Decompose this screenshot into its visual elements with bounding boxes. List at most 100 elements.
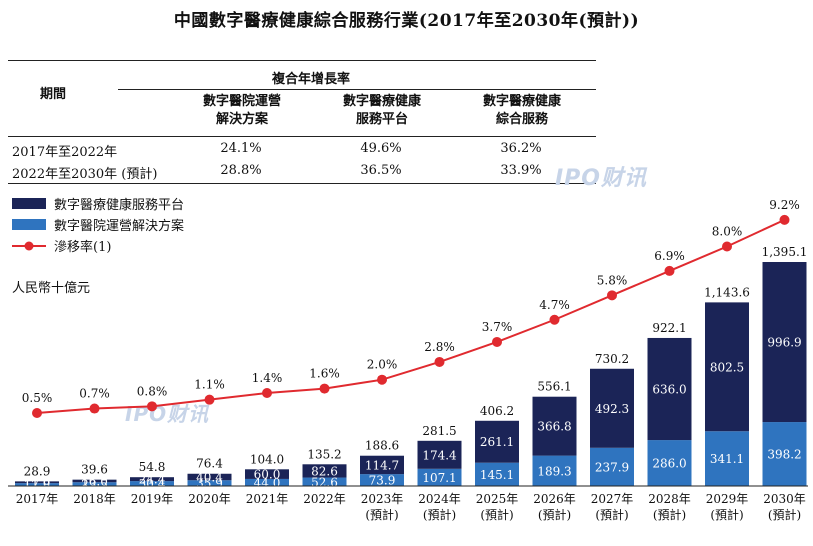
penetration-point (319, 383, 330, 394)
penetration-point (607, 290, 617, 301)
penetration-point (664, 265, 675, 276)
data-label-platform: 802.5 (710, 360, 744, 374)
penetration-label: 1.4% (252, 371, 283, 385)
penetration-label: 1.6% (309, 367, 340, 381)
bar-hospital (187, 480, 232, 486)
data-label-platform: 174.4 (422, 448, 457, 462)
bar-hospital (15, 483, 59, 486)
data-label-hospital: 286.0 (652, 457, 686, 471)
data-label-platform: 24.4 (139, 473, 166, 487)
bar-platform (590, 368, 634, 448)
penetration-point (779, 214, 790, 225)
penetration-point (377, 374, 387, 385)
unit-label: 人民幣十億元 (12, 281, 91, 296)
penetration-label: 3.7% (482, 320, 513, 334)
data-label-total: 556.1 (537, 380, 571, 394)
penetration-point (204, 394, 215, 405)
legend-line-marker (12, 241, 46, 250)
data-label-hospital: 341.1 (710, 452, 744, 466)
bar-platform (532, 396, 577, 456)
penetration-label: 0.7% (79, 387, 110, 401)
penetration-label: 4.7% (539, 298, 570, 312)
legend-swatch (12, 198, 46, 209)
x-tick-label: 2025年 (476, 492, 519, 506)
data-label-total: 281.5 (422, 424, 456, 438)
table-top-rule (8, 60, 596, 61)
cagr-cell: 24.1% (220, 141, 262, 156)
data-label-platform: 996.9 (767, 336, 801, 350)
data-label-total: 135.2 (307, 447, 341, 461)
data-label-hospital: 35.9 (196, 477, 223, 491)
bar-platform (15, 481, 59, 484)
cagr-cell: 49.6% (360, 141, 402, 156)
data-label-platform: 40.4 (196, 470, 223, 484)
legend-label: 數字醫院運營解決方案 (54, 219, 185, 234)
bar-hospital (705, 431, 749, 486)
row-period: 2017年至2022年 (12, 145, 118, 160)
col-header-line: 數字醫療健康 (482, 94, 561, 109)
col-header-platform: 數字醫療健康 服務平台 (322, 93, 442, 129)
x-tick-label: 2027年 (591, 492, 634, 506)
bar-hospital (302, 477, 347, 486)
penetration-label: 1.1% (194, 378, 225, 392)
data-label-platform: 366.8 (537, 420, 571, 434)
bar-platform (762, 262, 807, 423)
row-period: 2022年至2030年 (預計) (12, 167, 158, 182)
bar-platform (705, 302, 749, 432)
penetration-point (89, 403, 100, 414)
bar-platform (647, 337, 692, 441)
legend-label: 滲移率(1) (54, 240, 112, 255)
bar-hospital (360, 474, 404, 486)
bar-platform (302, 464, 347, 478)
penetration-point (492, 336, 502, 347)
cagr-cell: 36.2% (500, 141, 542, 156)
x-tick-sublabel: (預計) (365, 507, 398, 522)
data-label-total: 28.9 (24, 464, 51, 478)
penetration-label: 8.0% (712, 225, 743, 239)
x-tick-label: 2023年 (361, 492, 404, 506)
data-label-hospital: 17.8 (24, 478, 51, 492)
data-label-platform: 60.0 (254, 468, 281, 482)
bar-platform (475, 420, 519, 463)
data-label-total: 76.4 (196, 457, 223, 471)
cagr-cell: 28.8% (220, 163, 262, 178)
x-tick-sublabel: (預計) (480, 507, 513, 522)
x-tick-label: 2028年 (648, 492, 691, 506)
penetration-point (32, 408, 42, 418)
chart-title: 中國數字醫療健康綜合服務行業(2017年至2030年(預計)) (173, 11, 640, 31)
x-tick-label: 2019年 (131, 492, 174, 506)
col-header-hospital: 數字醫院運營 解決方案 (182, 93, 302, 129)
x-tick-sublabel: (預計) (538, 507, 571, 522)
data-label-total: 54.8 (139, 460, 166, 474)
data-label-total: 922.1 (652, 321, 686, 335)
table-header-rule (8, 136, 596, 137)
cagr-cell: 36.5% (360, 163, 402, 178)
x-tick-label: 2021年 (246, 492, 289, 506)
watermark-logo: IPO财讯 (555, 166, 648, 191)
bar-hospital (72, 482, 117, 486)
col-header-line: 服務平台 (355, 112, 408, 127)
bar-platform (360, 455, 404, 475)
x-tick-sublabel: (預計) (423, 507, 456, 522)
period-header: 期間 (40, 87, 67, 102)
data-label-total: 39.6 (81, 463, 108, 477)
bar-hospital (130, 481, 174, 486)
bar-hospital (532, 455, 577, 486)
penetration-point (722, 241, 732, 252)
x-tick-label: 2029年 (706, 492, 749, 506)
data-label-total: 1,143.6 (704, 285, 750, 299)
data-label-total: 1,395.1 (762, 245, 808, 259)
bar-hospital (647, 440, 692, 486)
penetration-line (36, 218, 785, 414)
x-tick-label: 2020年 (188, 492, 231, 506)
penetration-label: 2.8% (424, 340, 455, 354)
x-tick-sublabel: (預計) (768, 507, 801, 522)
data-label-hospital: 145.1 (480, 468, 514, 482)
data-label-total: 730.2 (595, 352, 629, 366)
data-label-total: 406.2 (480, 404, 514, 418)
penetration-point (549, 314, 560, 325)
data-label-platform: 492.3 (595, 402, 629, 416)
cagr-header: 複合年增長率 (272, 72, 351, 87)
legend-item-penetration: 滲移率(1) (12, 236, 111, 255)
col-header-line: 綜合服務 (495, 112, 548, 127)
